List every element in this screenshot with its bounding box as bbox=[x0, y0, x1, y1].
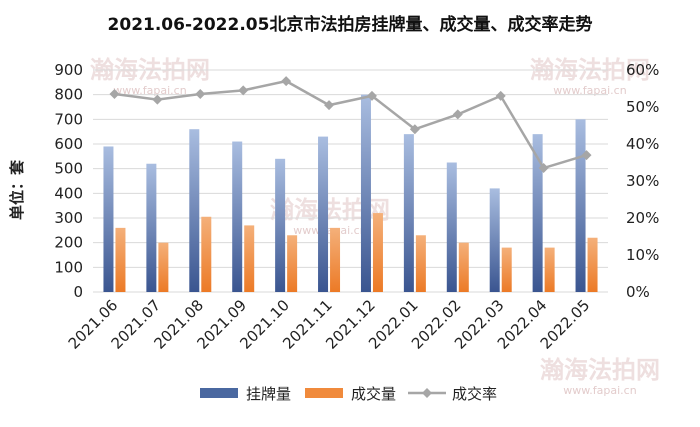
bar-listing bbox=[232, 141, 243, 292]
bar-listing bbox=[403, 134, 414, 292]
rate-point bbox=[366, 90, 377, 101]
bar-listing bbox=[360, 94, 371, 293]
y2-tick-label: 10% bbox=[626, 246, 659, 264]
legend-swatch-deal bbox=[305, 388, 343, 398]
legend-label-rate: 成交率 bbox=[452, 385, 497, 403]
y-axis-label: 单位：套 bbox=[8, 159, 26, 220]
rate-point bbox=[581, 150, 592, 161]
rate-point bbox=[452, 109, 463, 120]
y-tick-label: 800 bbox=[54, 86, 83, 104]
bar-deal bbox=[372, 213, 383, 292]
bar-deal bbox=[201, 216, 212, 292]
legend-marker-rate bbox=[422, 388, 432, 398]
bar-deal bbox=[458, 242, 469, 292]
legend-swatch-listing bbox=[200, 388, 238, 398]
watermark-url: www.fapai.cn bbox=[293, 224, 366, 237]
y-tick-label: 200 bbox=[54, 234, 83, 252]
rate-point bbox=[495, 90, 506, 101]
bar-deal bbox=[115, 227, 126, 292]
rate-point bbox=[324, 100, 335, 111]
chart-title: 2021.06-2022.05北京市法拍房挂牌量、成交量、成交率走势 bbox=[108, 14, 593, 35]
watermark-url: www.fapai.cn bbox=[563, 384, 636, 397]
bar-listing bbox=[575, 119, 586, 292]
bar-deal bbox=[330, 227, 341, 292]
rate-point bbox=[195, 89, 206, 100]
bar-deal bbox=[287, 235, 298, 292]
y2-tick-label: 60% bbox=[626, 61, 659, 79]
y2-tick-label: 40% bbox=[626, 135, 659, 153]
rate-point bbox=[538, 163, 549, 174]
legend-label-deal: 成交量 bbox=[351, 385, 396, 403]
bar-listing bbox=[146, 163, 157, 292]
bar-listing bbox=[446, 162, 457, 292]
bar-listing bbox=[189, 129, 200, 292]
bar-deal bbox=[244, 225, 255, 292]
bar-deal bbox=[587, 237, 598, 292]
y-tick-label: 300 bbox=[54, 209, 83, 227]
bar-deal bbox=[501, 247, 512, 292]
rate-point bbox=[238, 85, 249, 96]
bar-listing bbox=[103, 146, 114, 292]
watermark-name: 瀚海法拍网 bbox=[540, 355, 660, 384]
bar-deal bbox=[158, 242, 169, 292]
y2-tick-label: 30% bbox=[626, 172, 659, 190]
rate-point bbox=[152, 94, 163, 105]
rate-point bbox=[109, 89, 120, 100]
rate-line bbox=[114, 79, 587, 170]
y-tick-label: 100 bbox=[54, 258, 83, 276]
y-tick-label: 0 bbox=[73, 283, 83, 301]
watermark-name: 瀚海法拍网 bbox=[270, 195, 390, 224]
y-tick-label: 600 bbox=[54, 135, 83, 153]
bar-deal bbox=[415, 235, 426, 292]
y2-tick-label: 50% bbox=[626, 98, 659, 116]
bar-listing bbox=[318, 136, 329, 292]
y2-tick-label: 0% bbox=[626, 283, 650, 301]
y-tick-label: 900 bbox=[54, 61, 83, 79]
bar-deal bbox=[544, 247, 555, 292]
bar-listing bbox=[532, 134, 543, 292]
rate-point bbox=[281, 76, 292, 87]
bar-listing bbox=[489, 188, 500, 292]
watermark-url: www.fapai.cn bbox=[553, 84, 626, 97]
y-tick-label: 500 bbox=[54, 160, 83, 178]
y2-tick-label: 20% bbox=[626, 209, 659, 227]
watermark-url: www.fapai.cn bbox=[113, 84, 186, 97]
y-tick-label: 400 bbox=[54, 184, 83, 202]
rate-point bbox=[409, 124, 420, 135]
legend-label-listing: 挂牌量 bbox=[246, 385, 291, 403]
y-tick-label: 700 bbox=[54, 110, 83, 128]
bar-listing bbox=[275, 158, 286, 292]
